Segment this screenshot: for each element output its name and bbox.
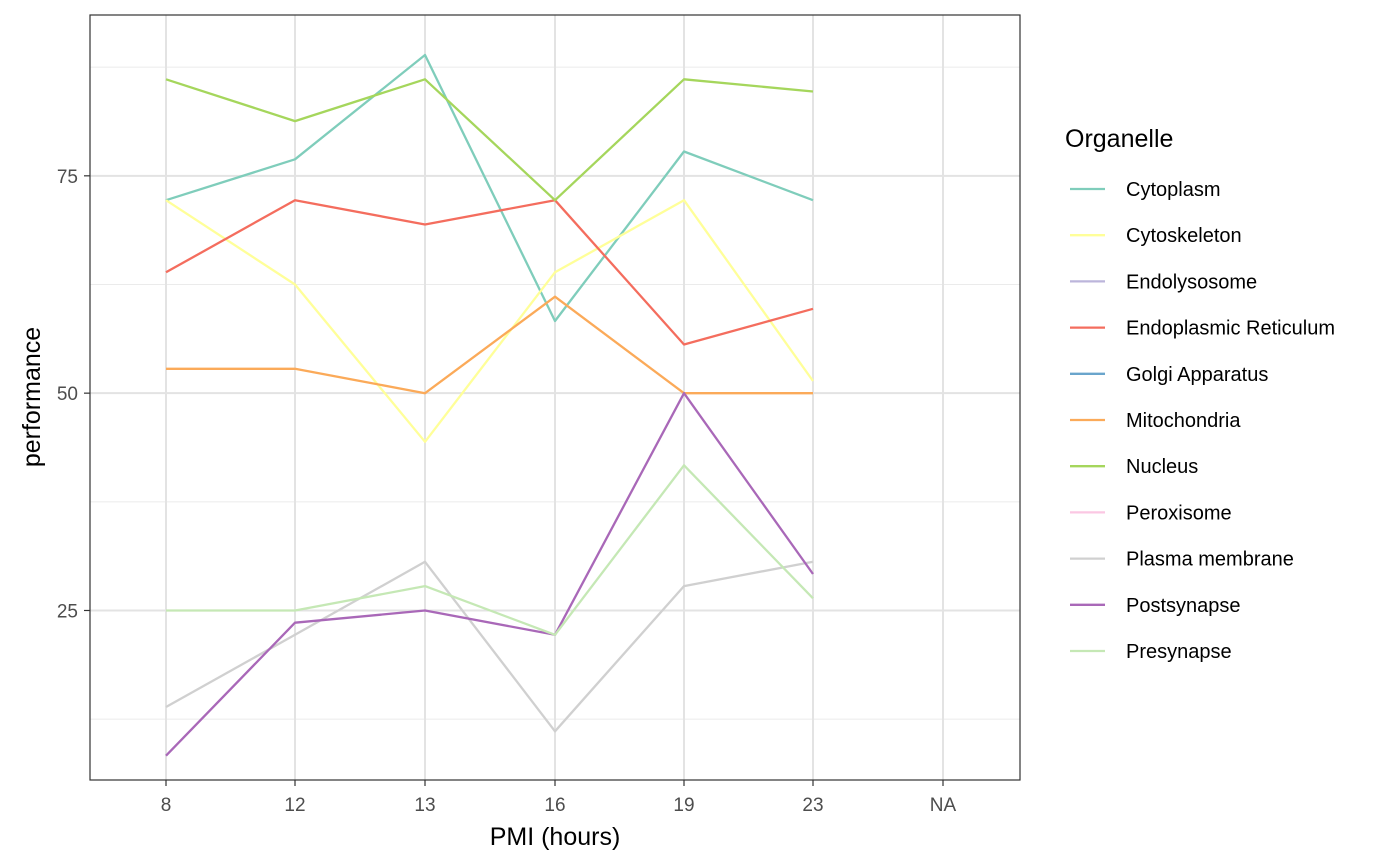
legend-label: Plasma membrane	[1126, 549, 1294, 571]
y-tick-label: 25	[57, 601, 78, 622]
legend-label: Golgi Apparatus	[1126, 364, 1268, 386]
y-axis-title: performance	[18, 327, 46, 467]
legend-label: Postsynapse	[1126, 595, 1241, 617]
series-line-postsynapse	[165, 392, 814, 757]
legend-label: Mitochondria	[1126, 410, 1241, 432]
legend: Organelle Cytoplasm Cytoskeleton Endolysos…	[1065, 125, 1335, 663]
x-tick-label: 12	[284, 795, 305, 816]
x-axis-title: PMI (hours)	[490, 823, 621, 851]
x-tick-label: NA	[930, 795, 957, 816]
legend-label: Presynapse	[1126, 641, 1232, 663]
y-tick-label: 75	[57, 167, 78, 188]
legend-label: Cytoskeleton	[1126, 225, 1242, 247]
axes: 25 50 75 8 12 13 16 19 23 NA	[57, 167, 957, 816]
legend-label: Endoplasmic Reticulum	[1126, 318, 1335, 340]
legend-label: Endolysosome	[1126, 271, 1257, 293]
legend-label: Nucleus	[1126, 456, 1198, 478]
x-tick-label: 19	[673, 795, 694, 816]
series-line-mitochondria	[166, 295, 813, 395]
legend-title: Organelle	[1065, 125, 1173, 153]
grid-lines	[90, 15, 1020, 780]
series-line-endoplasmic-reticulum	[165, 199, 814, 346]
x-tick-label: 8	[161, 795, 172, 816]
series-line-plasma-membrane	[165, 560, 814, 733]
series-line-cytoplasm	[165, 53, 814, 323]
series-line-nucleus	[165, 78, 814, 202]
series-line-cytoskeleton	[165, 199, 814, 443]
x-tick-label: 23	[802, 795, 823, 816]
x-tick-label: 13	[414, 795, 435, 816]
legend-label: Cytoplasm	[1126, 179, 1220, 201]
series-line-presynapse	[166, 464, 814, 636]
series-lines	[165, 53, 814, 757]
y-tick-label: 50	[57, 384, 78, 405]
x-tick-label: 16	[544, 795, 565, 816]
legend-label: Peroxisome	[1126, 502, 1232, 524]
